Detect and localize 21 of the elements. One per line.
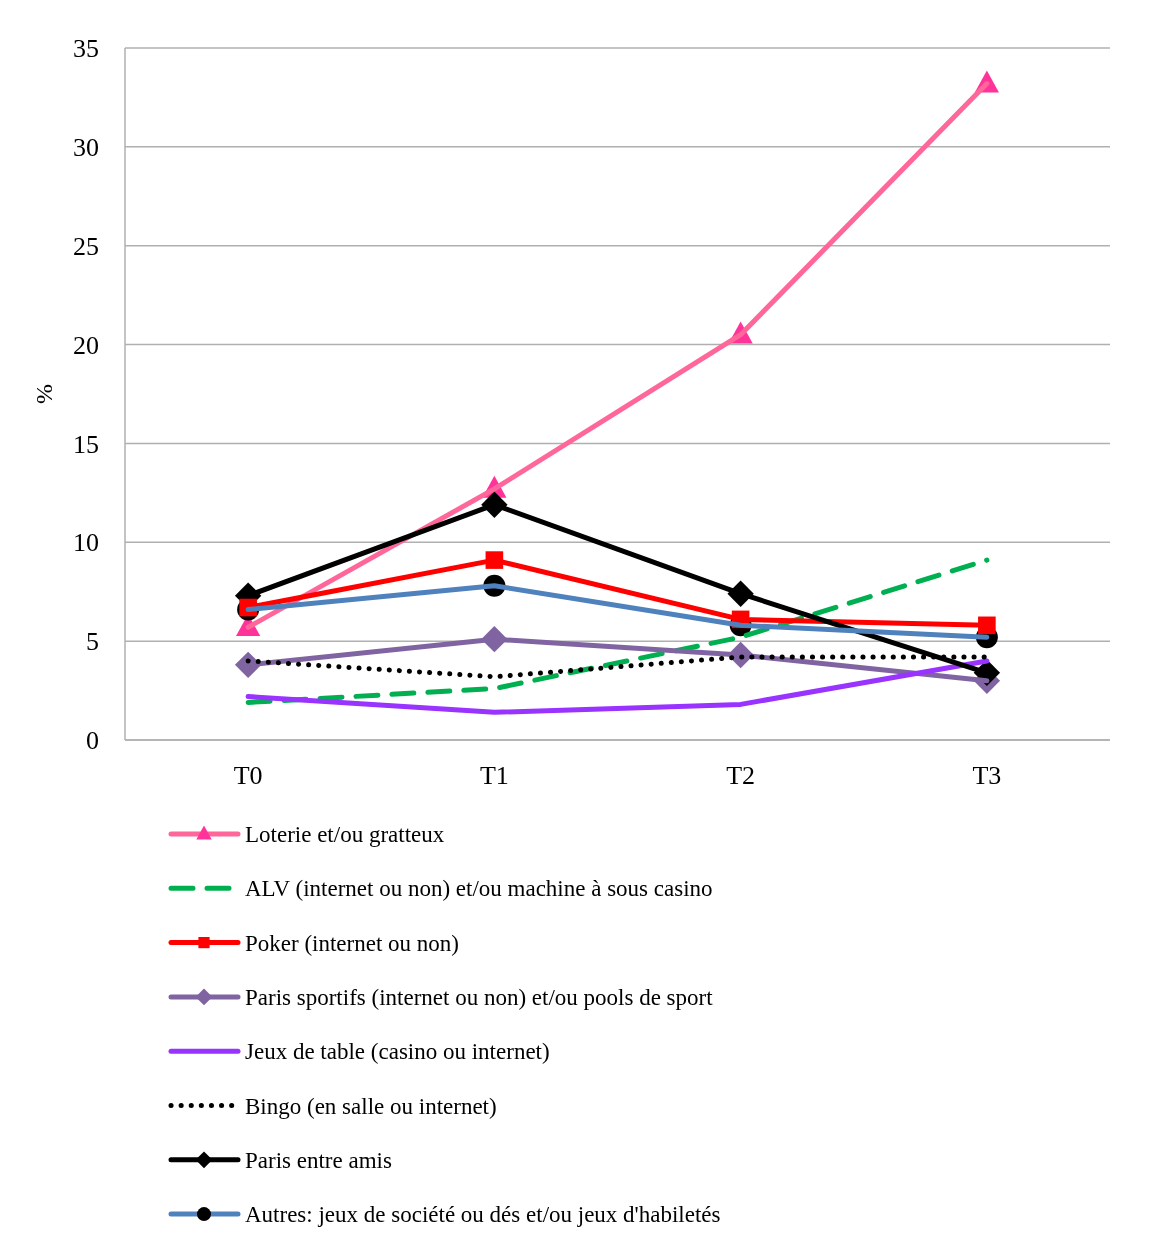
- legend-label: Paris entre amis: [245, 1147, 392, 1173]
- x-tick-label: T3: [972, 761, 1002, 790]
- legend-label: Paris sportifs (internet ou non) et/ou pools de sport: [245, 984, 714, 1010]
- y-tick-label: 35: [73, 34, 99, 64]
- x-tick-label: T0: [233, 761, 263, 790]
- y-tick-label: 5: [86, 627, 99, 657]
- y-tick-label: 0: [86, 726, 99, 756]
- y-tick-label: 30: [73, 132, 99, 162]
- legend-label: Poker (internet ou non): [245, 930, 459, 956]
- legend-label: Jeux de table (casino ou internet): [245, 1039, 550, 1065]
- legend-label: Bingo (en salle ou internet): [245, 1093, 497, 1119]
- legend-label: Autres: jeux de société ou dés et/ou jeux d'habiletés: [245, 1202, 721, 1228]
- x-tick-label: T2: [726, 761, 756, 790]
- legend-label: Loterie et/ou gratteux: [245, 822, 445, 848]
- y-axis-title: %: [31, 384, 57, 404]
- y-tick-label: 25: [73, 231, 99, 261]
- y-tick-label: 20: [73, 330, 99, 360]
- y-tick-label: 10: [73, 528, 99, 558]
- x-tick-label: T1: [479, 761, 509, 790]
- y-tick-label: 15: [73, 429, 99, 459]
- legend-label: ALV (internet ou non) et/ou machine à sous casino: [245, 876, 713, 902]
